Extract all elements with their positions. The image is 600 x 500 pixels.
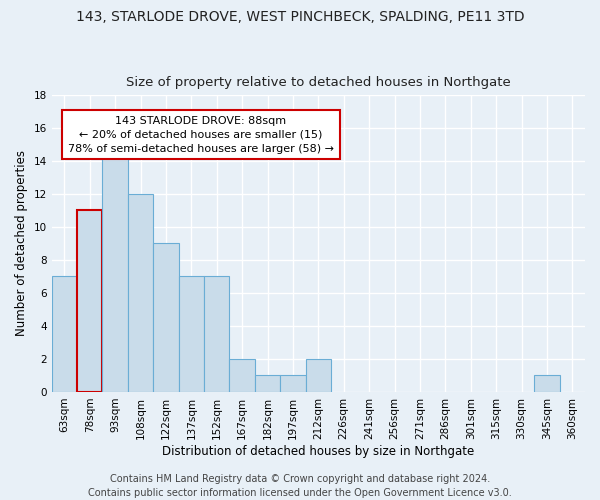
Text: 143 STARLODE DROVE: 88sqm
← 20% of detached houses are smaller (15)
78% of semi-: 143 STARLODE DROVE: 88sqm ← 20% of detac… bbox=[68, 116, 334, 154]
Bar bbox=[153, 244, 179, 392]
Bar bbox=[204, 276, 229, 392]
Bar bbox=[229, 359, 255, 392]
Bar bbox=[280, 376, 305, 392]
Bar bbox=[534, 376, 560, 392]
Bar bbox=[255, 376, 280, 392]
Text: Contains HM Land Registry data © Crown copyright and database right 2024.
Contai: Contains HM Land Registry data © Crown c… bbox=[88, 474, 512, 498]
Bar bbox=[179, 276, 204, 392]
Bar bbox=[128, 194, 153, 392]
Bar bbox=[305, 359, 331, 392]
Bar bbox=[103, 144, 128, 392]
Bar bbox=[77, 210, 103, 392]
Title: Size of property relative to detached houses in Northgate: Size of property relative to detached ho… bbox=[126, 76, 511, 90]
Text: 143, STARLODE DROVE, WEST PINCHBECK, SPALDING, PE11 3TD: 143, STARLODE DROVE, WEST PINCHBECK, SPA… bbox=[76, 10, 524, 24]
X-axis label: Distribution of detached houses by size in Northgate: Distribution of detached houses by size … bbox=[162, 444, 475, 458]
Bar bbox=[52, 276, 77, 392]
Y-axis label: Number of detached properties: Number of detached properties bbox=[15, 150, 28, 336]
